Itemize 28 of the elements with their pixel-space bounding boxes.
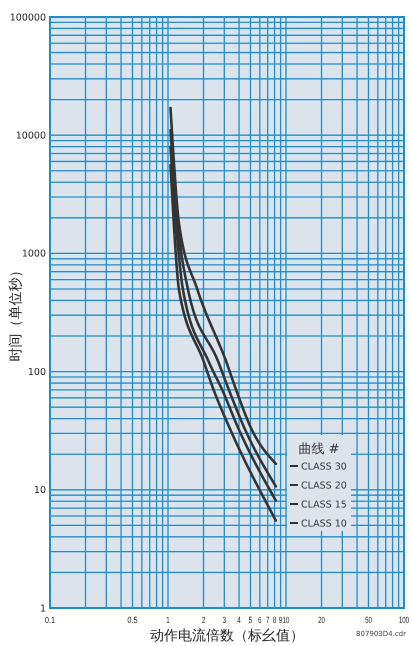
- x-tick-label: 100: [398, 615, 412, 625]
- x-tick-label: 1: [166, 615, 172, 625]
- y-tick-label: 100000: [10, 12, 46, 24]
- y-axis-title: 时间（单位秒）: [8, 264, 24, 362]
- legend-label: CLASS 20: [301, 480, 347, 492]
- x-tick-label: 0.5: [127, 615, 140, 625]
- x-tick-label: 2: [202, 615, 207, 625]
- x-tick-label: 10: [282, 615, 293, 625]
- legend-title: 曲线 #: [298, 442, 340, 457]
- x-tick-label: 7: [266, 615, 272, 625]
- y-tick-label: 10: [34, 485, 46, 496]
- x-tick-label: 50: [365, 615, 376, 625]
- y-tick-label: 100: [28, 366, 46, 378]
- y-tick-label: 1000: [22, 248, 46, 260]
- x-tick-label: 0.1: [44, 615, 58, 625]
- x-tick-label: 4: [237, 615, 242, 625]
- x-tick-label: 20: [318, 615, 328, 625]
- y-tick-label: 1: [40, 603, 46, 614]
- x-tick-label: 6: [258, 615, 264, 625]
- x-tick-label: 9: [278, 615, 284, 625]
- x-tick-label: 5: [248, 615, 254, 625]
- x-tick-label: 8: [272, 615, 278, 625]
- x-axis-title: 动作电流倍数（标幺值）: [150, 628, 304, 644]
- legend-label: CLASS 30: [301, 461, 347, 472]
- y-tick-label: 10000: [16, 130, 46, 142]
- legend-label: CLASS 15: [301, 499, 347, 510]
- x-tick-label: 3: [222, 615, 228, 625]
- legend-label: CLASS 10: [301, 518, 347, 530]
